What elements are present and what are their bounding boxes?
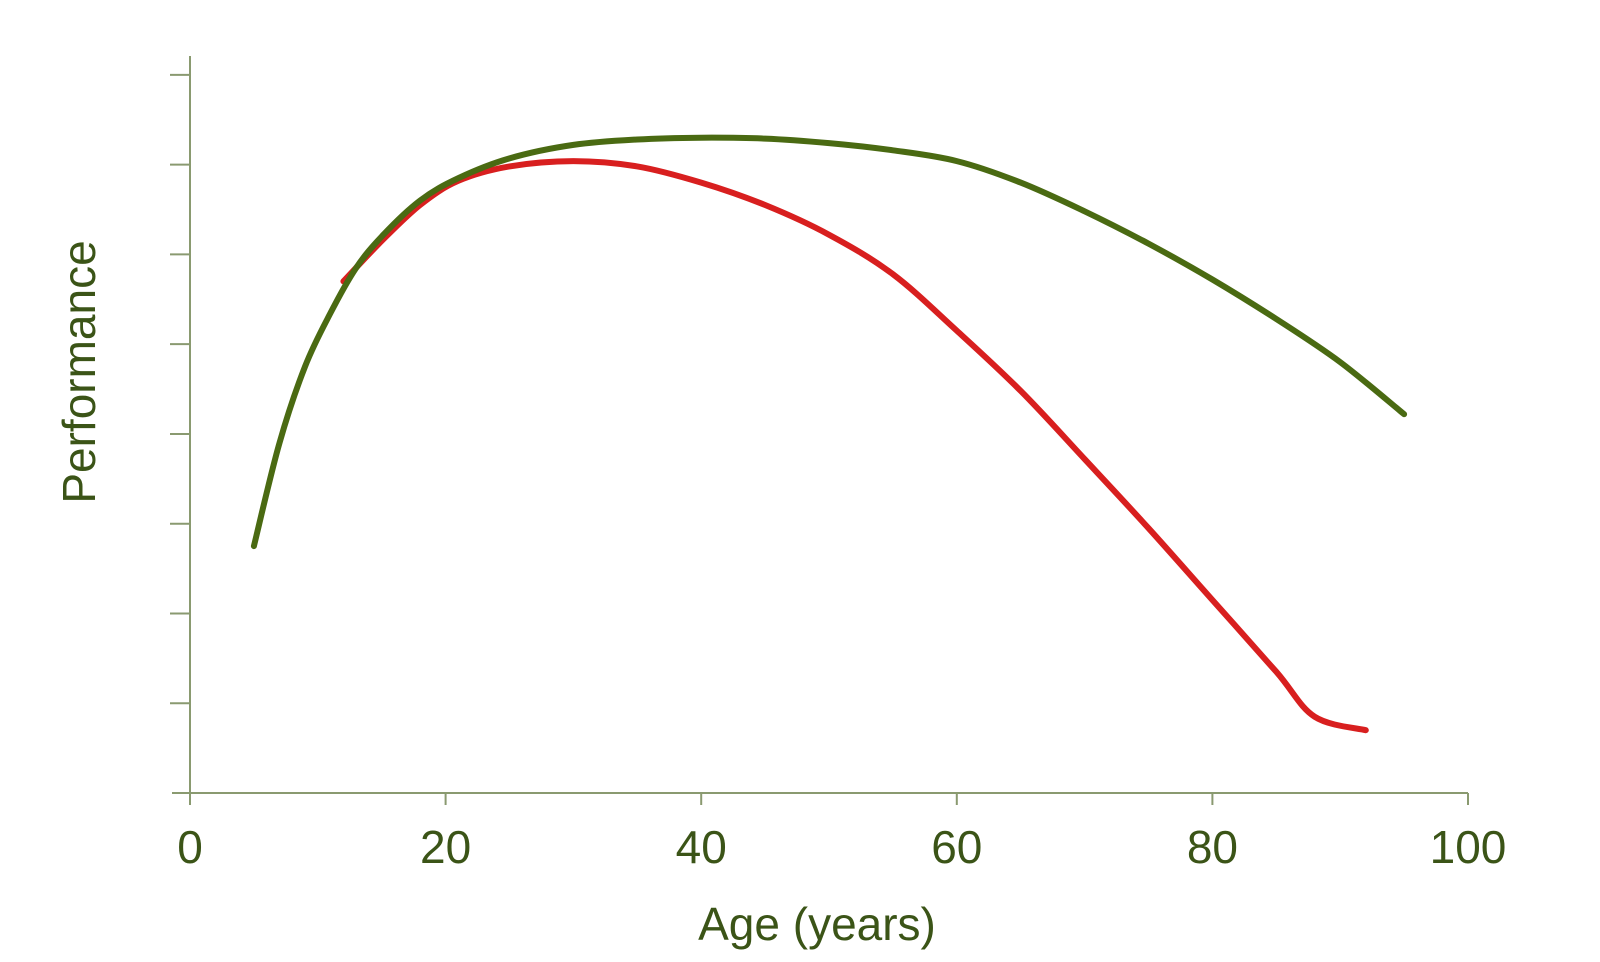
x-tick-label: 60 — [931, 821, 982, 873]
series-lines — [250, 134, 1408, 734]
x-tick-label: 0 — [177, 821, 203, 873]
tick-marks — [170, 73, 1469, 805]
x-axis-title: Age (years) — [698, 898, 936, 950]
series-line-1 — [250, 134, 1408, 550]
axes — [172, 56, 1468, 794]
x-tick-label: 40 — [676, 821, 727, 873]
y-axis-title: Performance — [53, 240, 105, 503]
tick-labels: 0 20 40 60 80 100 — [177, 821, 1506, 873]
x-tick-label: 100 — [1430, 821, 1507, 873]
x-tick-label: 20 — [420, 821, 471, 873]
series-line-2 — [340, 158, 1369, 734]
x-tick-label: 80 — [1187, 821, 1238, 873]
